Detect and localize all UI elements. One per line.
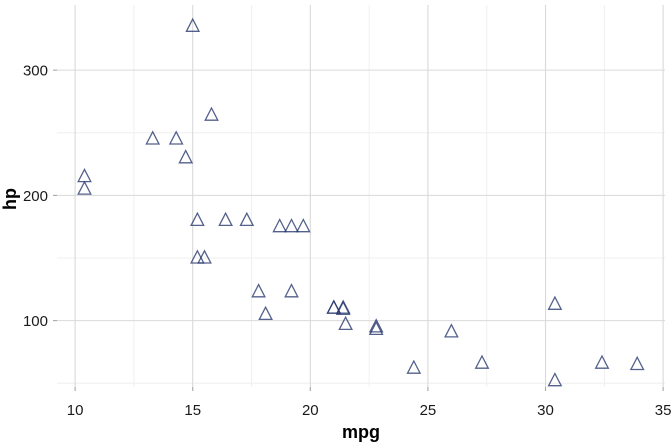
- triangle-marker: [145, 130, 161, 145]
- triangle-marker: [251, 283, 266, 298]
- triangle-marker: [629, 355, 645, 371]
- triangle-marker: [594, 354, 610, 369]
- y-tick-label: 300: [23, 63, 48, 80]
- grid-major: [57, 5, 665, 387]
- triangle-marker: [284, 283, 299, 298]
- triangle-marker: [295, 218, 311, 233]
- y-tick-label: 100: [23, 313, 48, 330]
- triangle-marker: [547, 372, 563, 387]
- triangle-marker: [444, 323, 459, 338]
- x-tick-label: 35: [655, 402, 672, 419]
- triangle-marker: [368, 318, 384, 333]
- y-tick-label: 200: [23, 188, 48, 205]
- triangle-marker: [368, 320, 384, 336]
- triangle-marker: [190, 249, 205, 264]
- x-tick-label: 20: [302, 402, 319, 419]
- triangle-marker: [178, 149, 194, 164]
- triangle-marker: [272, 218, 288, 233]
- x-tick-label: 15: [184, 402, 201, 419]
- triangle-marker: [284, 218, 299, 233]
- triangle-marker: [258, 305, 273, 321]
- triangle-marker: [335, 300, 351, 315]
- x-tick-labels: 10 15 20 25 30 35: [67, 402, 672, 419]
- x-axis-title: mpg: [342, 422, 380, 442]
- triangle-marker: [77, 180, 92, 195]
- triangle-marker: [338, 315, 353, 331]
- triangle-marker: [547, 295, 563, 310]
- y-tick-labels: 100 200 300: [23, 63, 48, 330]
- y-axis-title: hp: [0, 188, 20, 210]
- triangle-marker: [185, 17, 201, 32]
- x-tick-label: 30: [537, 402, 554, 419]
- data-points: [77, 17, 645, 387]
- axis-tick-marks: [53, 69, 664, 391]
- grid-minor: [57, 5, 665, 387]
- triangle-marker: [218, 211, 233, 227]
- x-tick-label: 10: [67, 402, 84, 419]
- triangle-marker: [204, 106, 219, 121]
- triangle-marker: [239, 211, 255, 227]
- x-tick-label: 25: [420, 402, 437, 419]
- triangle-marker: [406, 359, 422, 374]
- triangle-marker: [77, 167, 92, 183]
- triangle-marker: [197, 249, 212, 264]
- triangle-marker: [326, 299, 342, 314]
- triangle-marker: [168, 130, 184, 145]
- triangle-marker: [474, 354, 490, 369]
- triangle-marker: [190, 211, 205, 227]
